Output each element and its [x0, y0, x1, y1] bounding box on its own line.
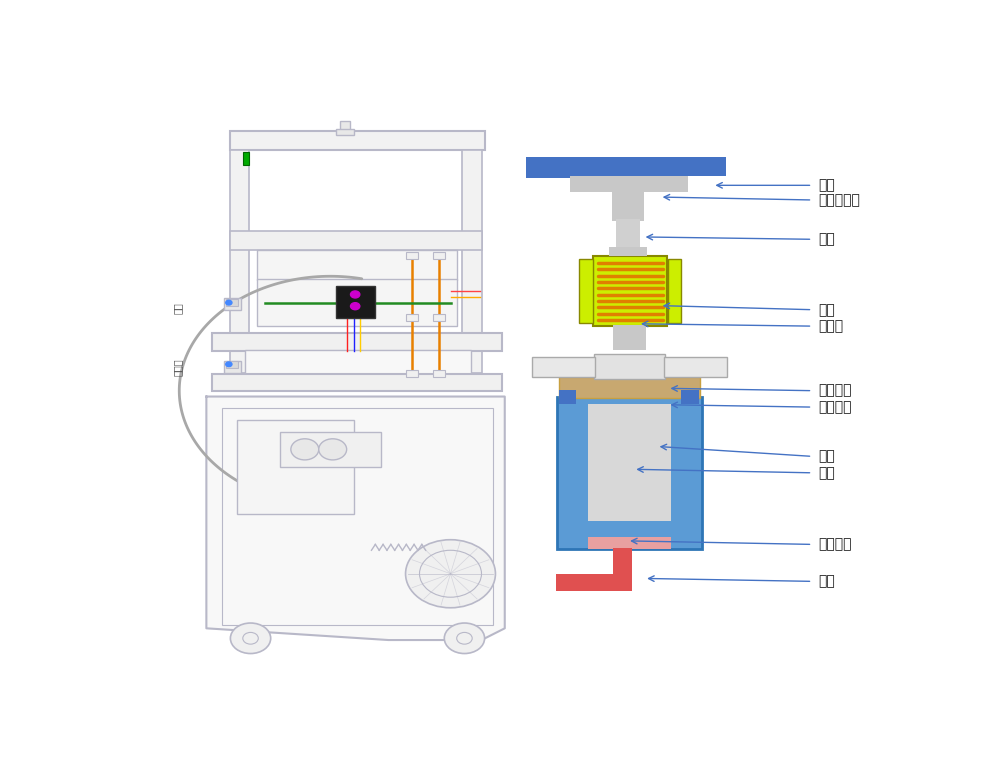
Bar: [245, 350, 471, 376]
Bar: [226, 360, 238, 368]
Bar: [237, 420, 354, 514]
Bar: [613, 548, 632, 591]
Bar: [613, 325, 646, 350]
Bar: [280, 432, 381, 467]
Text: 产品: 产品: [819, 178, 835, 192]
Circle shape: [351, 303, 360, 309]
Bar: [406, 315, 418, 322]
Bar: [224, 361, 241, 373]
Text: 高压管: 高压管: [173, 358, 183, 376]
Text: 油缸: 油缸: [819, 450, 835, 463]
Bar: [557, 396, 702, 549]
Text: 切刀压板: 切刀压板: [819, 384, 852, 398]
Bar: [406, 252, 418, 259]
Bar: [257, 250, 457, 280]
Bar: [340, 121, 350, 131]
Bar: [668, 258, 681, 323]
Text: 弹簧套: 弹簧套: [819, 319, 844, 333]
Bar: [224, 298, 241, 309]
Text: 油缸压板: 油缸压板: [819, 400, 852, 414]
Bar: [556, 574, 632, 591]
Circle shape: [291, 439, 319, 460]
Bar: [526, 157, 602, 178]
Bar: [257, 279, 457, 326]
Bar: [579, 258, 593, 323]
Text: 切刀: 切刀: [819, 232, 835, 246]
Polygon shape: [206, 396, 505, 640]
Circle shape: [351, 291, 360, 298]
Bar: [559, 389, 576, 404]
Text: 高压胶圈: 高压胶圈: [819, 537, 852, 552]
Bar: [212, 374, 502, 391]
Text: 切刀导向块: 切刀导向块: [819, 193, 860, 207]
Bar: [664, 357, 727, 376]
Bar: [593, 256, 667, 326]
Bar: [588, 404, 671, 521]
Bar: [226, 299, 238, 306]
Bar: [406, 370, 418, 376]
Bar: [222, 408, 493, 626]
Text: 油管: 油管: [173, 303, 183, 315]
Bar: [462, 150, 482, 373]
Bar: [616, 219, 640, 251]
Bar: [230, 150, 249, 373]
Bar: [588, 537, 671, 549]
Circle shape: [444, 623, 485, 654]
Bar: [230, 231, 482, 250]
Bar: [594, 157, 726, 176]
Text: 弹簧: 弹簧: [819, 303, 835, 317]
Bar: [612, 191, 644, 220]
Circle shape: [230, 623, 271, 654]
Circle shape: [226, 362, 232, 367]
Bar: [559, 377, 700, 398]
Bar: [433, 252, 445, 259]
Bar: [681, 389, 698, 404]
Bar: [243, 152, 249, 165]
Bar: [336, 129, 354, 135]
Bar: [212, 333, 502, 351]
Circle shape: [319, 439, 347, 460]
Bar: [609, 247, 647, 256]
Circle shape: [226, 300, 232, 305]
Bar: [433, 315, 445, 322]
Bar: [594, 354, 665, 379]
Bar: [230, 131, 485, 150]
Text: 活塞: 活塞: [819, 466, 835, 480]
Bar: [433, 370, 445, 376]
Circle shape: [406, 539, 495, 608]
Bar: [532, 357, 595, 376]
Bar: [570, 176, 688, 192]
Bar: [336, 286, 375, 318]
Text: 油路: 油路: [819, 575, 835, 588]
